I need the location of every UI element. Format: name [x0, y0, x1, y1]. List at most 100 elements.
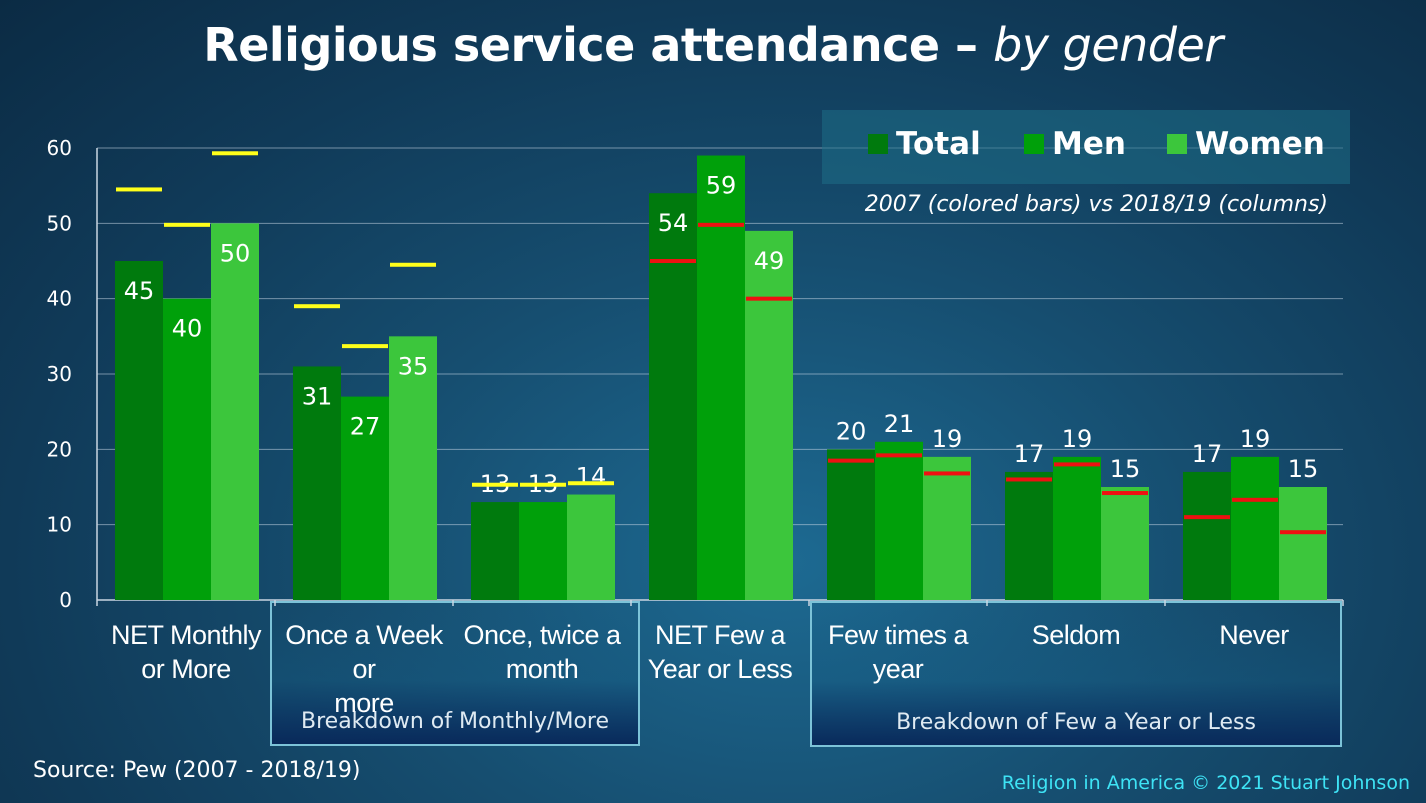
y-tick-label: 20	[47, 437, 72, 461]
bar-total	[1005, 471, 1053, 600]
x-category-label-line: NET Few a	[654, 620, 786, 650]
x-category-label: Once a Week or more	[273, 618, 455, 720]
x-category-label-line: month	[505, 654, 579, 684]
x-category-label-line: Never	[1219, 620, 1289, 650]
bar-women	[923, 456, 971, 600]
legend-item-men: Men	[1024, 126, 1126, 162]
marker-2007	[520, 482, 566, 487]
data-label: 19	[932, 425, 963, 453]
data-label: 17	[1192, 440, 1223, 468]
x-category-label-line: more	[334, 688, 394, 718]
bar-total	[115, 261, 163, 600]
legend-note: 2007 (colored bars) vs 2018/19 (columns)	[864, 192, 1328, 217]
data-label: 17	[1014, 440, 1045, 468]
bar-men	[697, 155, 745, 601]
bar-total	[293, 366, 341, 600]
marker-2007	[116, 187, 162, 192]
marker-2007	[568, 481, 614, 486]
bar-women	[389, 336, 437, 600]
marker-2007	[1280, 530, 1326, 535]
x-category-label: NET Few a Year or Less	[629, 618, 811, 686]
bar-men	[1053, 456, 1101, 600]
bar-women	[211, 223, 259, 601]
title-italic: by gender	[993, 18, 1223, 72]
x-category-label: Never	[1163, 618, 1345, 652]
marker-2007	[876, 453, 922, 458]
x-category-label: NET Monthly or More	[95, 618, 277, 686]
bar-men	[1231, 456, 1279, 600]
x-category-label-line: or More	[141, 654, 231, 684]
y-tick-label: 10	[47, 513, 72, 537]
data-label: 27	[350, 413, 381, 441]
x-category-label: Once, twice a month	[451, 618, 633, 686]
data-label: 50	[220, 239, 251, 267]
x-category-label: Seldom	[985, 618, 1167, 652]
data-label: 21	[884, 410, 915, 438]
marker-2007	[472, 482, 518, 487]
legend-swatch-men	[1024, 134, 1044, 154]
legend-swatch-women	[1167, 134, 1187, 154]
x-category-label-line: Seldom	[1031, 620, 1121, 650]
legend-item-total: Total	[868, 126, 981, 162]
legend-item-women: Women	[1167, 126, 1325, 162]
marker-2007	[698, 222, 744, 227]
y-tick-label: 50	[47, 211, 72, 235]
x-category-label-line: Few times a	[827, 620, 969, 650]
credit-note: Religion in America © 2021 Stuart Johnso…	[1001, 772, 1410, 794]
x-category-label-line: Once, twice a	[463, 620, 621, 650]
source-note: Source: Pew (2007 - 2018/19)	[33, 758, 361, 783]
bar-women	[567, 494, 615, 600]
data-label: 35	[398, 352, 429, 380]
marker-2007	[212, 151, 258, 156]
data-label: 19	[1062, 425, 1093, 453]
data-label: 15	[1110, 455, 1141, 483]
marker-2007	[164, 222, 210, 227]
bar-men	[875, 441, 923, 600]
bar-women	[1101, 487, 1149, 600]
marker-2007	[1232, 497, 1278, 502]
y-tick-label: 30	[47, 362, 72, 386]
marker-2007	[746, 296, 792, 301]
marker-2007	[828, 458, 874, 463]
data-label: 49	[754, 247, 785, 275]
marker-2007	[342, 344, 388, 349]
marker-2007	[650, 259, 696, 263]
title-main: Religious service attendance	[203, 18, 940, 72]
x-category-label: Few times a year	[807, 618, 989, 686]
data-label: 20	[836, 417, 867, 445]
x-category-label-line: NET Monthly	[110, 620, 262, 650]
bar-total	[827, 449, 875, 600]
bar-men	[519, 502, 567, 600]
bar-men	[341, 396, 389, 600]
group-box-monthly: Breakdown of Monthly/More	[270, 601, 640, 746]
group-label-monthly: Breakdown of Monthly/More	[301, 709, 609, 734]
data-label: 40	[172, 315, 203, 343]
data-label: 45	[124, 277, 155, 305]
x-category-label-line: Once a Week or	[285, 620, 443, 684]
data-label: 14	[576, 463, 607, 491]
marker-2007	[294, 304, 340, 309]
y-tick-label: 60	[47, 136, 72, 160]
marker-2007	[924, 471, 970, 476]
bar-total	[649, 193, 697, 600]
legend: Total Men Women	[822, 110, 1350, 184]
bar-total	[1183, 471, 1231, 600]
bar-men	[163, 298, 211, 600]
group-label-few-year: Breakdown of Few a Year or Less	[896, 710, 1256, 735]
data-label: 59	[706, 172, 737, 200]
marker-2007	[1184, 515, 1230, 520]
chart-title: Religious service attendance – by gender	[0, 18, 1426, 72]
bar-women	[1279, 487, 1327, 600]
x-category-label-line: year	[872, 654, 924, 684]
marker-2007	[1006, 477, 1052, 482]
marker-2007	[1054, 462, 1100, 467]
data-label: 31	[302, 382, 333, 410]
y-tick-label: 0	[59, 588, 72, 612]
legend-label-men: Men	[1052, 126, 1126, 162]
data-label: 19	[1240, 425, 1271, 453]
y-tick-label: 40	[47, 287, 72, 311]
legend-label-total: Total	[896, 126, 981, 162]
title-dash: –	[939, 18, 994, 72]
group-box-few-year: Breakdown of Few a Year or Less	[810, 601, 1342, 747]
